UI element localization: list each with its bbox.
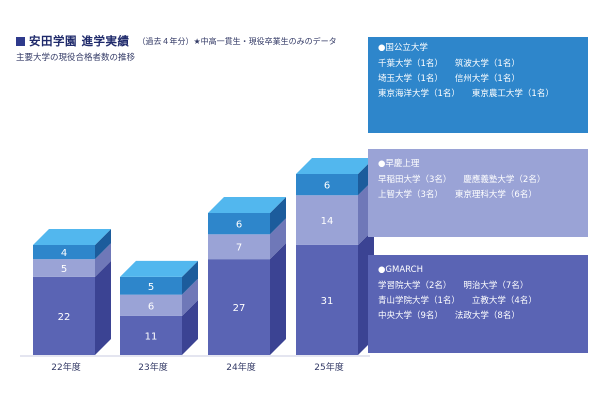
university-entry: 明治大学（7名） [463,281,529,291]
bar-value-label: 22 [58,312,71,323]
bar-side-gmarch [95,260,111,355]
title-square-icon [16,36,25,46]
bar-value-label: 7 [236,243,242,254]
bar-side-gmarch [270,243,286,355]
legend-box-soukei: ●早慶上理 早稲田大学（3名） 慶應義塾大学（2名） 上智大学（3名） 東京理科大学… [368,149,588,237]
x-tick-label: 23年度 [138,361,167,373]
university-entry: 中央大学（9名） [378,311,443,321]
bar-segment-soukei [120,294,182,316]
legend-row: 中央大学（9名） 法政大学（8名） [378,309,588,324]
bar-top-cap [33,228,111,245]
chart-subtitle: 主要大学の現役合格者数の推移 [16,53,136,63]
legend-box-gmarch: ●GMARCH 学習院大学（2名） 明治大学（7名） 青山学院大学（1名） 立教大学… [368,255,588,353]
university-entry: 法政大学（8名） [454,311,520,321]
legend-box-national: ●国公立大学 千葉大学（1名） 筑波大学（1名） 埼玉大学（1名） 信州大学（1名）… [368,37,588,133]
university-entry: 東京理科大学（6名） [454,190,537,200]
bar-segment-national [120,276,182,295]
legend-row: 埼玉大学（1名） 信州大学（1名） [378,72,588,87]
university-entry: 慶應義塾大学（2名） [463,175,546,185]
university-entry: 学習院大学（2名） [378,281,452,291]
bar-value-label: 6 [236,220,242,231]
bar-segment-national [296,173,358,196]
legend-heading-soukei: ●早慶上理 [378,159,420,169]
bar-top-cap [296,157,374,174]
university-entry: 上智大学（3名） [378,190,443,200]
bar-value-label: 31 [321,296,334,307]
bar-side-soukei [95,243,111,277]
bar-segment-national [33,244,95,260]
bar-top-cap [120,260,198,277]
x-tick-label: 25年度 [314,361,343,373]
bar-side-national [182,260,198,295]
university-entry: 埼玉大学（1名） [378,74,443,84]
bar-value-label: 4 [61,248,67,259]
bar-side-national [270,197,286,235]
legend-heading-national: ●国公立大学 [378,43,428,53]
university-entry: 東京農工大学（1名） [471,89,554,99]
chart-title-row: 安田学園 進学実績 （過去４年分）★中高一貫生・現役卒業生のみのデータ [16,33,337,49]
bar-value-label: 11 [145,331,158,342]
university-entry: 信州大学（1名） [454,74,520,84]
bar-top-cap [208,197,286,213]
legend-row: 学習院大学（2名） 明治大学（7名） [378,279,588,294]
legend-row: 東京海洋大学（1名） 東京農工大学（1名） [378,87,588,102]
bar-value-label: 6 [148,301,154,312]
x-tick-label: 24年度 [226,361,255,373]
bar-segment-gmarch [296,244,358,355]
legend-row: 上智大学（3名） 東京理科大学（6名） [378,188,588,203]
bar-segment-gmarch [208,259,270,355]
bar-side-gmarch [182,299,198,355]
legend-row: 千葉大学（1名） 筑波大学（1名） [378,57,588,72]
bar-value-label: 5 [61,264,67,275]
bar-segment-soukei [208,234,270,260]
bar-value-label: 6 [324,181,330,192]
bar-segment-gmarch [120,315,182,355]
university-entry: 青山学院大学（1名） [378,296,460,306]
university-entry: 立教大学（4名） [471,296,537,306]
bar-value-label: 5 [148,282,154,293]
university-entry: 千葉大学（1名） [378,59,443,69]
bar-side-national [95,228,111,260]
bar-value-label: 14 [321,216,334,227]
chart-main-title: 安田学園 進学実績 [29,34,130,48]
chart-title-note: （過去４年分）★中高一貫生・現役卒業生のみのデータ [137,36,337,46]
university-entry: 筑波大学（1名） [454,59,520,69]
legend-row: 青山学院大学（1名） 立教大学（4名） [378,294,588,309]
x-tick-label: 22年度 [51,361,80,373]
legend-row: 早稲田大学（3名） 慶應義塾大学（2名） [378,173,588,188]
bar-side-soukei [270,218,286,260]
bar-segment-soukei [33,259,95,277]
bar-side-soukei [182,278,198,316]
bar-value-label: 27 [233,303,246,314]
legend-heading-gmarch: ●GMARCH [378,265,423,275]
bar-segment-soukei [296,195,358,245]
bar-segment-national [208,213,270,235]
university-entry: 早稲田大学（3名） [378,175,452,185]
university-entry: 東京海洋大学（1名） [378,89,460,99]
bar-segment-gmarch [33,276,95,355]
